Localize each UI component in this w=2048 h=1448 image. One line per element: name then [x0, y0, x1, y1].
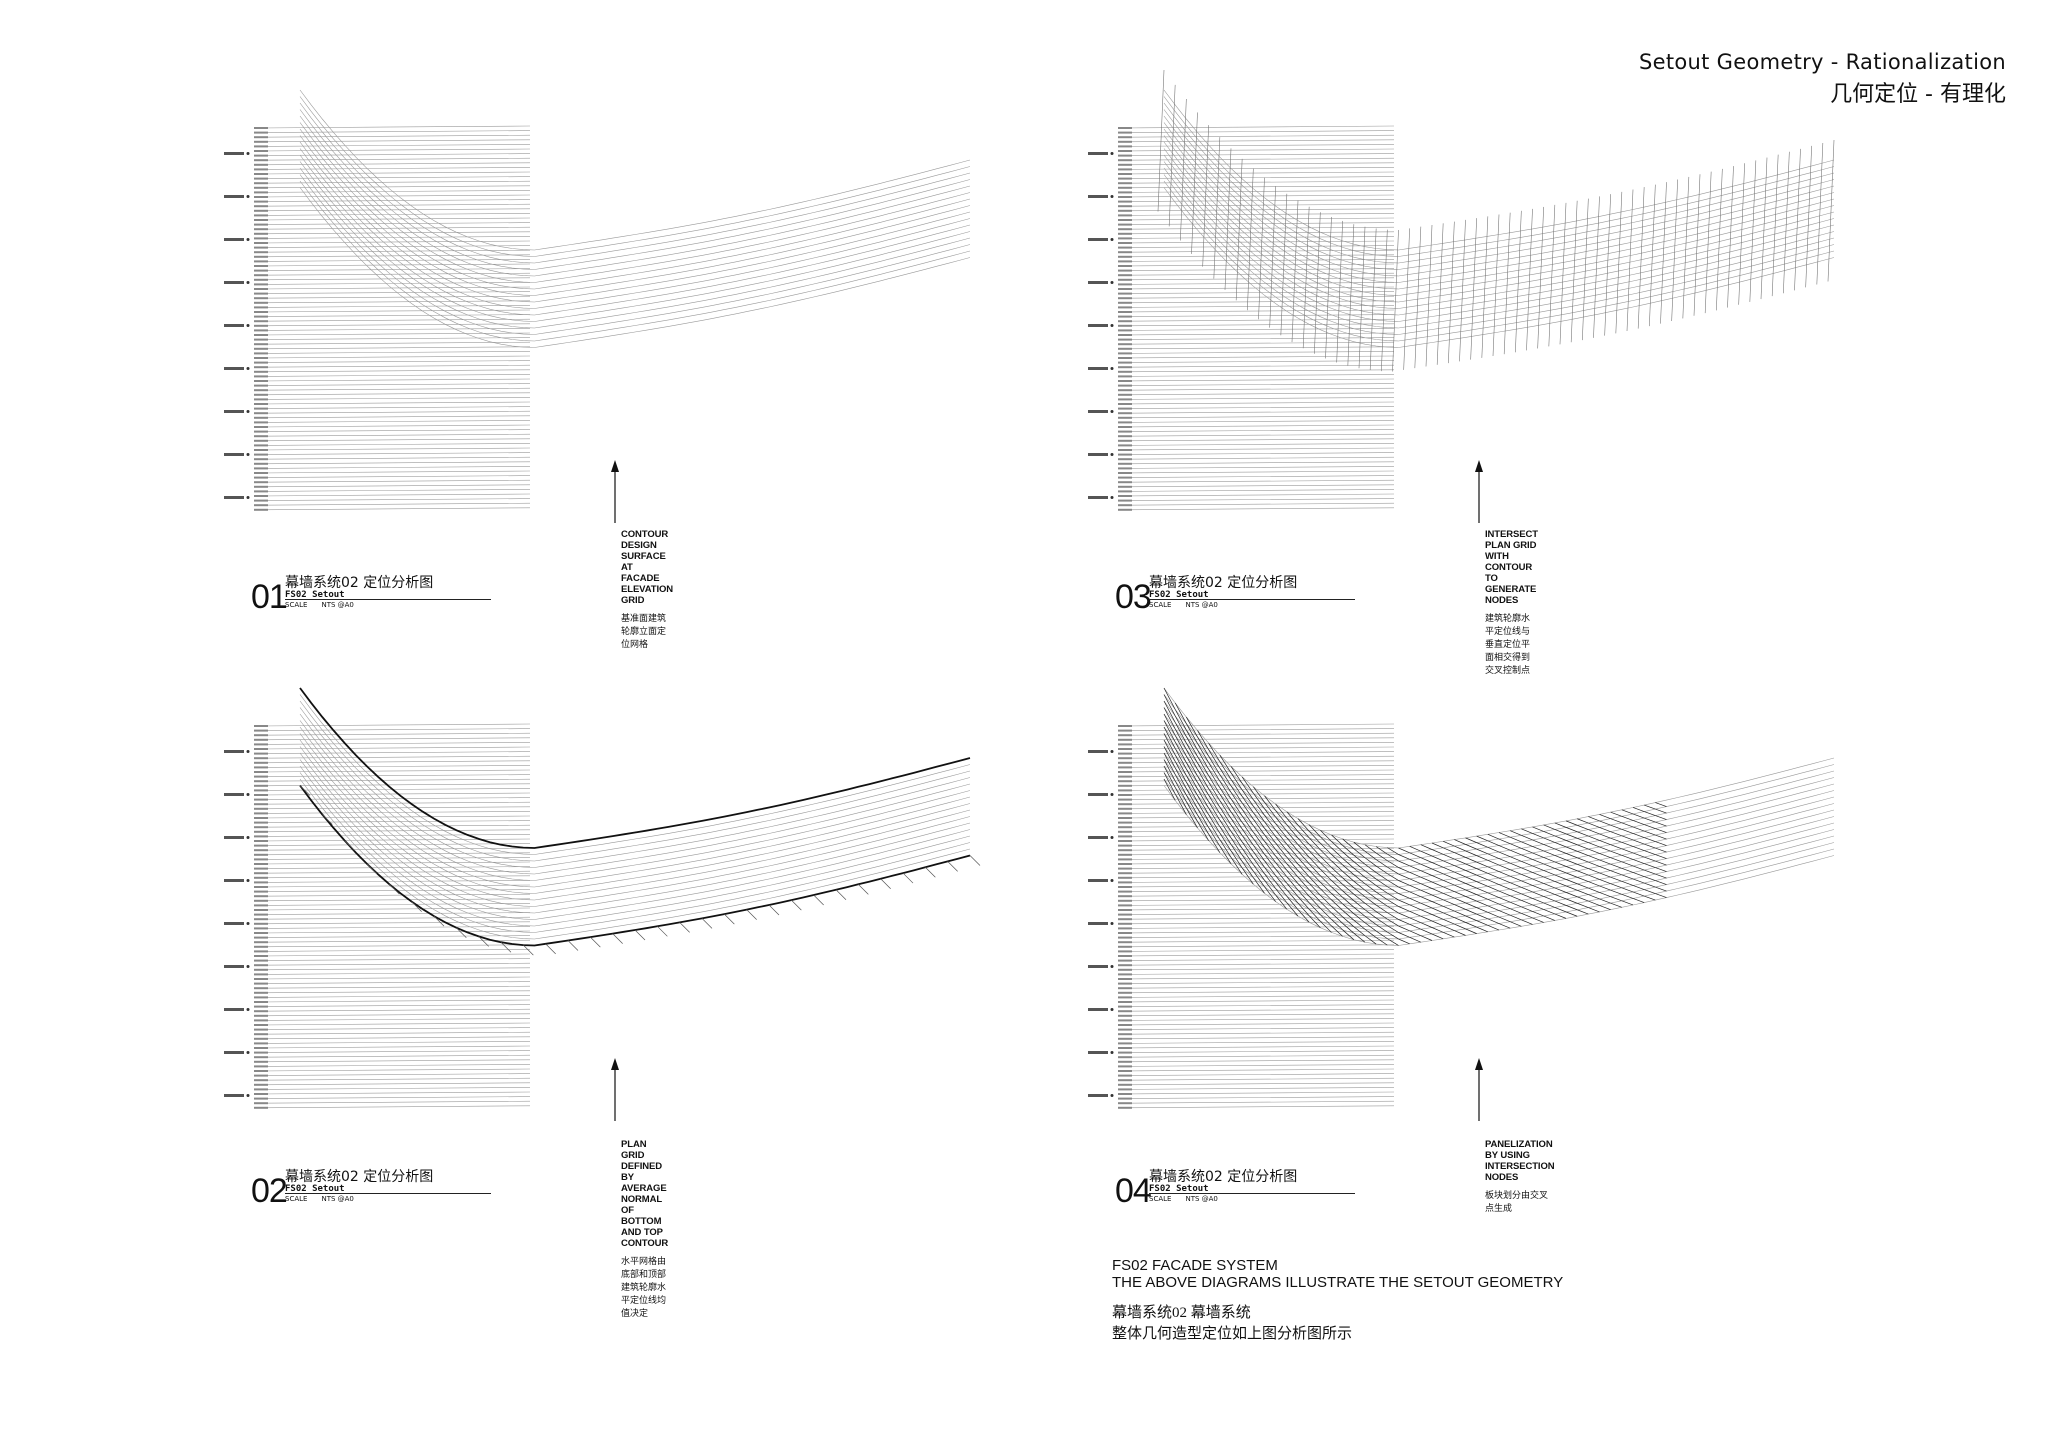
- scale-label: SCALE: [1149, 601, 1172, 609]
- drawing-subtitle: FS02 Setout: [285, 1184, 345, 1194]
- title-rule: [285, 1193, 491, 1194]
- level-markers: [224, 127, 268, 511]
- callout-arrowhead: [1475, 1058, 1483, 1070]
- sheet-title-zh: 几何定位 - 有理化: [1830, 82, 2006, 107]
- plan-grid-fins: [1157, 69, 1835, 372]
- drawing-title: 幕墙系统02 定位分析图: [1149, 575, 1298, 591]
- scale-label: SCALE: [285, 601, 308, 609]
- boundary-contours: [299, 687, 981, 956]
- scale-value: NTS @A0: [321, 601, 354, 609]
- drawing-subtitle: FS02 Setout: [1149, 590, 1209, 600]
- drawing-number: 03: [1115, 578, 1152, 616]
- panel-mesh: [1163, 687, 1667, 946]
- facade-drawing-01: [224, 89, 971, 523]
- contour-surface: [1163, 89, 1835, 348]
- callout-04: PANELIZATION BY USING INTERSECTION NODES…: [1485, 1139, 1555, 1214]
- scale-label: SCALE: [1149, 1195, 1172, 1203]
- facade-drawing-03: [1088, 69, 1835, 523]
- drawing-title: 幕墙系统02 定位分析图: [285, 575, 434, 591]
- sheet-header: Setout Geometry - Rationalization 几何定位 -…: [1639, 50, 2006, 108]
- summary-line-1: FS02 FACADE SYSTEM: [1112, 1257, 1278, 1274]
- callout-text-en: INTERSECT PLAN GRID WITH CONTOUR TO GENE…: [1485, 529, 1538, 606]
- drawing-scale: SCALE NTS @A0: [285, 1195, 368, 1203]
- callout-text-zh: 建筑轮廓水平定位线与垂直定位平面相交得到交叉控制点: [1485, 613, 1531, 675]
- contour-surface: [299, 687, 971, 946]
- level-markers: [1088, 127, 1132, 511]
- summary-line-2: THE ABOVE DIAGRAMS ILLUSTRATE THE SETOUT…: [1112, 1274, 1564, 1291]
- drawing-scale: SCALE NTS @A0: [1149, 1195, 1232, 1203]
- drawing-number: 04: [1115, 1172, 1152, 1210]
- title-block-01: 01 幕墙系统02 定位分析图 FS02 Setout SCALE NTS @A0: [251, 572, 491, 616]
- scale-label: SCALE: [285, 1195, 308, 1203]
- callout-text-zh: 板块划分由交叉点生成: [1485, 1190, 1549, 1213]
- level-markers: [224, 725, 268, 1109]
- drawing-subtitle: FS02 Setout: [285, 590, 345, 600]
- title-rule: [285, 599, 491, 600]
- callout-arrowhead: [611, 1058, 619, 1070]
- callout-03: INTERSECT PLAN GRID WITH CONTOUR TO GENE…: [1485, 529, 1538, 676]
- drawing-number: 02: [251, 1172, 288, 1210]
- callout-text-zh: 基准面建筑轮廓立面定位网格: [621, 613, 667, 649]
- drawing-number: 01: [251, 578, 288, 616]
- elevation-grid: [1123, 723, 1395, 1109]
- callout-01: CONTOUR DESIGN SURFACE AT FACADE ELEVATI…: [621, 529, 673, 650]
- scale-value: NTS @A0: [1185, 1195, 1218, 1203]
- summary-line-4: 整体几何造型定位如上图分析图所示: [1112, 1326, 1353, 1342]
- facade-drawing-04: [1088, 687, 1835, 1121]
- summary-line-3: 幕墙系统02 幕墙系统: [1112, 1305, 1251, 1321]
- title-block-04: 04 幕墙系统02 定位分析图 FS02 Setout SCALE NTS @A0: [1115, 1166, 1355, 1210]
- title-block-02: 02 幕墙系统02 定位分析图 FS02 Setout SCALE NTS @A0: [251, 1166, 491, 1210]
- title-block-03: 03 幕墙系统02 定位分析图 FS02 Setout SCALE NTS @A0: [1115, 572, 1355, 616]
- summary-notes: FS02 FACADE SYSTEM THE ABOVE DIAGRAMS IL…: [1112, 1257, 1563, 1345]
- elevation-grid: [1123, 125, 1395, 511]
- callout-arrowhead: [1475, 460, 1483, 472]
- callout-text-en: CONTOUR DESIGN SURFACE AT FACADE ELEVATI…: [621, 529, 674, 606]
- title-rule: [1149, 1193, 1355, 1194]
- callout-02: PLAN GRID DEFINED BY AVERAGE NORMAL OF B…: [621, 1139, 668, 1319]
- contour-surface: [299, 89, 971, 348]
- drawing-title: 幕墙系统02 定位分析图: [1149, 1169, 1298, 1185]
- drawing-subtitle: FS02 Setout: [1149, 1184, 1209, 1194]
- sheet-title-en: Setout Geometry - Rationalization: [1639, 50, 2006, 74]
- level-markers: [1088, 725, 1132, 1109]
- title-rule: [1149, 599, 1355, 600]
- drawing-scale: SCALE NTS @A0: [285, 601, 368, 609]
- scale-value: NTS @A0: [1185, 601, 1218, 609]
- scale-value: NTS @A0: [321, 1195, 354, 1203]
- facade-drawing-02: [224, 687, 981, 1121]
- drawing-title: 幕墙系统02 定位分析图: [285, 1169, 434, 1185]
- callout-arrowhead: [611, 460, 619, 472]
- callout-text-en: PLAN GRID DEFINED BY AVERAGE NORMAL OF B…: [621, 1139, 669, 1249]
- callout-text-en: PANELIZATION BY USING INTERSECTION NODES: [1485, 1139, 1555, 1183]
- drawing-scale: SCALE NTS @A0: [1149, 601, 1232, 609]
- elevation-grid: [259, 723, 531, 1109]
- callout-text-zh: 水平网格由底部和顶部建筑轮廓水平定位线均值决定: [621, 1256, 667, 1318]
